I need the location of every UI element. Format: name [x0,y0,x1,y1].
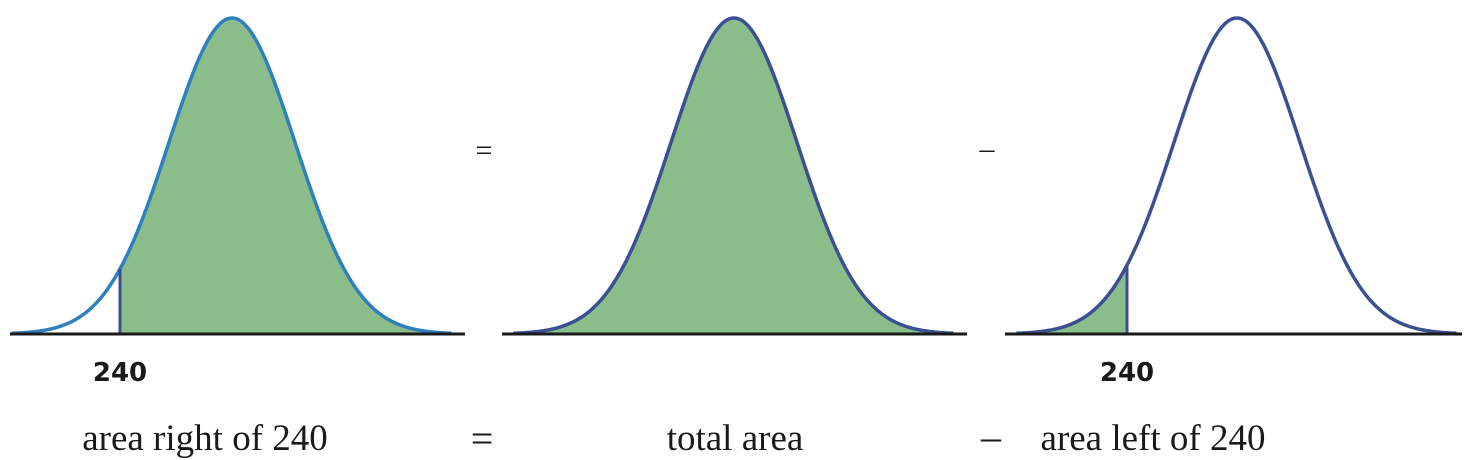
normal-curve [513,16,954,336]
shaded-area-right [120,18,453,334]
minus-sign-bottom: – [980,414,1002,459]
equals-sign-top: = [476,134,493,167]
caption-area-left: area left of 240 [1041,418,1266,459]
cutoff-label: 240 [1100,358,1154,388]
panel-area-left: 240 [1005,16,1462,388]
equals-sign-bottom: = [471,416,494,460]
panel-total-area [502,16,967,336]
normal-curve [1016,16,1457,336]
cutoff-label: 240 [93,358,147,388]
shaded-area-left [1016,265,1127,334]
panel-area-right: 240 [10,16,465,388]
minus-sign-top: – [979,132,996,165]
caption-area-right: area right of 240 [82,418,328,459]
normal-curve [11,16,452,336]
shaded-area-total [513,18,955,334]
caption-total-area: total area [667,418,804,459]
